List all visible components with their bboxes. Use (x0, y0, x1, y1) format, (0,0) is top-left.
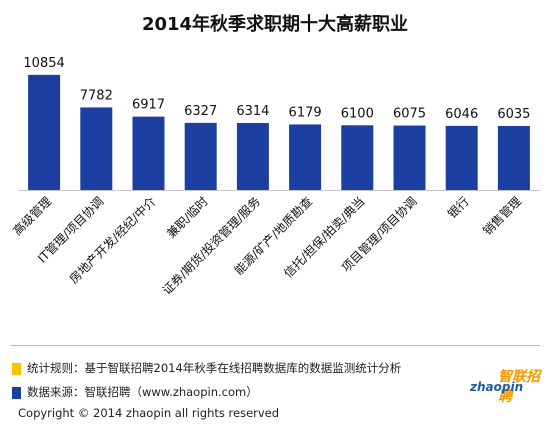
source-note-swatch (12, 386, 21, 399)
data-label: 10854 (23, 56, 64, 71)
category-label: 房地产开发/经纪/中介 (66, 194, 159, 287)
data-label: 6046 (445, 107, 478, 122)
stats-note-swatch (12, 362, 21, 375)
bar (184, 122, 217, 190)
category-label: 高级管理 (10, 194, 55, 239)
footer-divider (10, 345, 540, 346)
data-label: 6327 (184, 104, 217, 119)
bar (289, 124, 322, 190)
category-label: 兼职/临时 (164, 194, 211, 241)
watermark-site: zhaopin (470, 380, 524, 394)
chart-title: 2014年秋季求职期十大高薪职业 (141, 14, 409, 35)
data-label: 6100 (341, 106, 374, 121)
data-label: 6179 (289, 105, 322, 120)
category-label: 证券/期货/投资管理/服务 (159, 194, 263, 298)
category-label: 销售管理 (479, 194, 524, 239)
copyright-text: Copyright © 2014 zhaopin all rights rese… (18, 406, 280, 420)
watermark-logo: 智联招聘 zhaopin (470, 366, 550, 406)
bar (341, 125, 374, 190)
data-label: 6917 (132, 98, 165, 113)
stats-note-text: 统计规则：基于智联招聘2014年秋季在线招聘数据库的数据监测统计分析 (27, 361, 402, 375)
bar (80, 107, 113, 190)
bar (445, 125, 478, 190)
bar (497, 125, 530, 190)
category-label: 银行 (445, 194, 472, 221)
bar (132, 116, 165, 190)
source-note-text: 数据来源：智联招聘（www.zhaopin.com） (27, 385, 258, 399)
bar-chart: 10854 7782 6917 6327 6314 6179 6100 6075 6046 603… (10, 56, 540, 298)
watermark-brand: 智联招聘 (498, 369, 540, 405)
data-label: 7782 (80, 88, 113, 103)
bar (28, 74, 61, 190)
data-label: 6035 (497, 107, 530, 122)
bar (236, 123, 269, 190)
stats-note: 统计规则：基于智联招聘2014年秋季在线招聘数据库的数据监测统计分析 (12, 360, 401, 376)
data-label: 6075 (393, 107, 426, 122)
data-label: 6314 (236, 104, 269, 119)
source-note: 数据来源：智联招聘（www.zhaopin.com） (12, 384, 258, 400)
bar (393, 125, 426, 190)
